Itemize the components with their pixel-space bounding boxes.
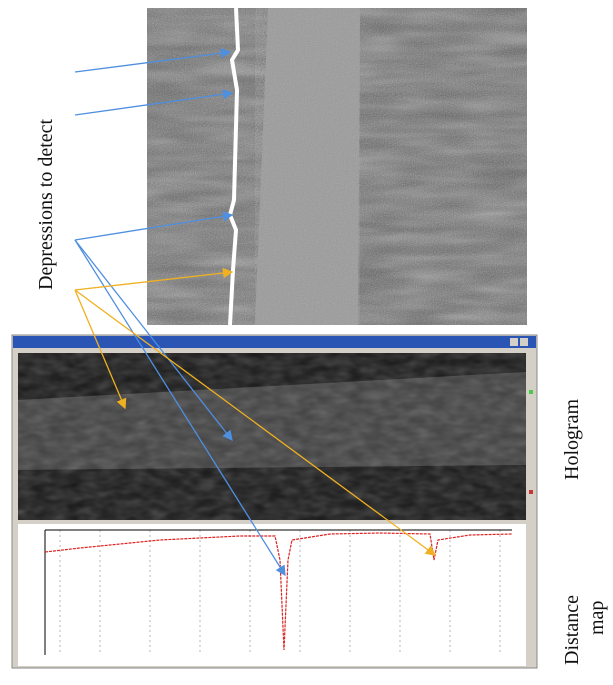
distance-map-label: Distance (561, 595, 583, 665)
app-window (11, 334, 538, 669)
photo (147, 7, 527, 326)
depressions-label: Depressions to detect (35, 118, 57, 290)
hologram-label: Hologram (561, 398, 583, 480)
distance-map-label: map (586, 601, 608, 635)
arrows (74, 48, 437, 577)
